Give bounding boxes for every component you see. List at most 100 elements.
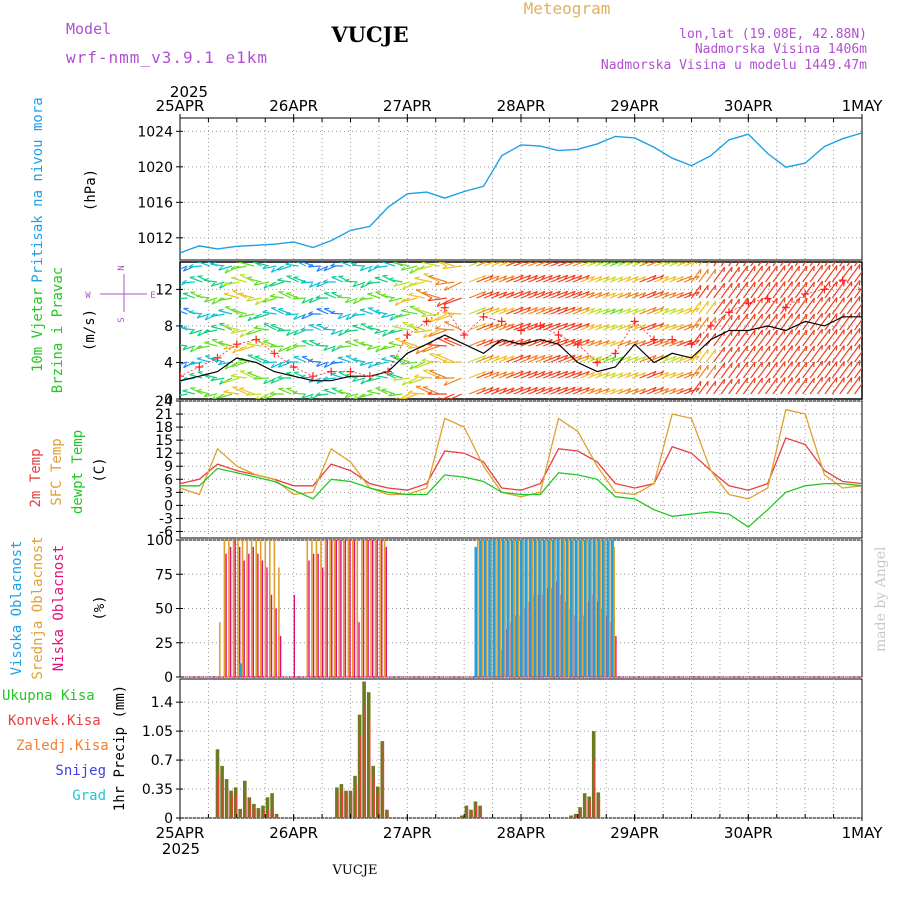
wind-arrow-head: [708, 253, 709, 258]
wind-gust-marker: [725, 308, 734, 317]
wind-arrow: [646, 322, 664, 331]
wind-arrow-head: [821, 360, 824, 366]
cloud-bar-mid_cloud: [228, 540, 230, 677]
wind-arrow: [809, 344, 823, 363]
wind-arrow: [256, 393, 270, 399]
wind-arrow: [772, 361, 786, 379]
pressure-ylabel: Pritisak na nivou mora: [30, 97, 46, 282]
wind-arrow: [698, 268, 709, 283]
wind-arrow-head: [611, 276, 616, 282]
wind-arrow-head: [627, 276, 632, 281]
wind-arrow-head: [738, 363, 740, 369]
wind-arrow: [757, 281, 771, 299]
wind-arrow: [528, 370, 546, 379]
wind-arrow-head: [176, 380, 179, 384]
wind-gust-marker: [630, 317, 639, 326]
wind-arrow-head: [723, 347, 726, 353]
precip-legend-snow: Snijeg: [55, 763, 106, 779]
wind-arrow: [301, 313, 314, 320]
wind-arrow-head: [322, 376, 328, 381]
wind-arrow: [676, 307, 693, 315]
wind-arrow-head: [564, 338, 569, 344]
wind-arrow: [381, 313, 396, 319]
wind-arrow: [180, 378, 181, 379]
cloud-bar-mid_cloud: [590, 540, 593, 677]
wind-arrow-head: [731, 251, 732, 256]
wind-arrow: [839, 297, 853, 315]
wind-arrow: [253, 327, 270, 331]
wind-arrow-head: [224, 268, 229, 274]
y-tick-label: 0.7: [151, 753, 173, 769]
wind-arrow-head: [723, 331, 726, 337]
wind-arrow: [691, 268, 702, 283]
wind-arrow-head: [277, 266, 282, 271]
wind-arrow: [691, 316, 702, 331]
wind-arrow: [646, 306, 664, 315]
wind-arrow: [203, 393, 218, 398]
wind-arrow: [646, 262, 659, 267]
wind-arrow: [542, 370, 561, 379]
wind-arrow-head: [428, 332, 433, 337]
wind-arrow-head: [672, 262, 676, 265]
wind-arrow-head: [707, 285, 709, 291]
wind-arrow: [720, 346, 733, 363]
cloud-bar-mid_cloud: [264, 540, 267, 677]
wind-arrow-head: [230, 373, 236, 377]
wind-gust-marker: [327, 367, 336, 376]
wind-arrow-head: [300, 279, 306, 284]
wind-arrow: [388, 278, 403, 283]
wind-arrow: [831, 265, 845, 283]
wind-arrow-head: [867, 360, 868, 365]
wind-arrow-head: [495, 262, 499, 265]
wind-arrow: [182, 345, 195, 351]
precip-bar-total: [335, 787, 339, 818]
wind-arrow: [742, 265, 756, 283]
wind-gust-marker: [649, 335, 658, 344]
wind-arrow: [394, 338, 411, 347]
wind-arrow: [231, 309, 247, 315]
wind-arrow-head: [768, 361, 771, 368]
wind-arrow-head: [323, 388, 329, 391]
precip-bar-total: [215, 749, 220, 818]
wind-arrow-head: [850, 265, 853, 271]
wind-arrow: [824, 265, 838, 283]
precip-bar-total: [376, 786, 380, 818]
cloud-bar-high_cloud: [483, 540, 487, 677]
cloud-bar-low_cloud: [279, 635, 282, 677]
wind-arrow: [468, 354, 486, 363]
wind-arrow: [676, 291, 693, 299]
wind-arrow: [520, 386, 538, 395]
wind-arrow-head: [699, 301, 702, 307]
wind-arrow: [624, 308, 639, 315]
wind-arrow-head: [337, 314, 342, 320]
wind-gust-marker: [858, 285, 862, 294]
wind-arrow: [654, 291, 669, 299]
wind-arrow-head: [783, 313, 786, 319]
watermark: made by Angel: [873, 546, 889, 652]
wind-arrow: [587, 262, 600, 267]
wind-arrow: [683, 262, 696, 267]
cloud-bar-low_cloud: [248, 553, 250, 677]
cloud-bar-high_cloud: [597, 540, 601, 677]
wind-arrow: [180, 393, 188, 397]
wind-arrow-head: [541, 387, 546, 392]
wind-gust-marker: [270, 349, 279, 358]
wind-arrow-head: [435, 316, 441, 321]
wind-arrow: [476, 386, 494, 395]
precip-bar-convective: [350, 794, 353, 818]
wind-arrow: [750, 345, 763, 363]
wind-arrow: [218, 341, 233, 347]
wind-arrow: [609, 356, 624, 363]
wind-arrow: [720, 266, 733, 283]
wind-arrow-head: [768, 377, 771, 384]
wind-arrow-head: [642, 308, 647, 313]
wind-arrow-head: [231, 276, 237, 279]
wind-arrow: [713, 282, 726, 299]
wind-arrow: [231, 277, 247, 283]
wind-arrow-head: [337, 389, 343, 393]
wind-arrow-head: [519, 370, 524, 376]
wind-arrow: [802, 329, 815, 347]
wind-arrow: [839, 377, 853, 395]
wind-arrow-head: [821, 376, 824, 382]
wind-arrow-head: [176, 267, 179, 271]
